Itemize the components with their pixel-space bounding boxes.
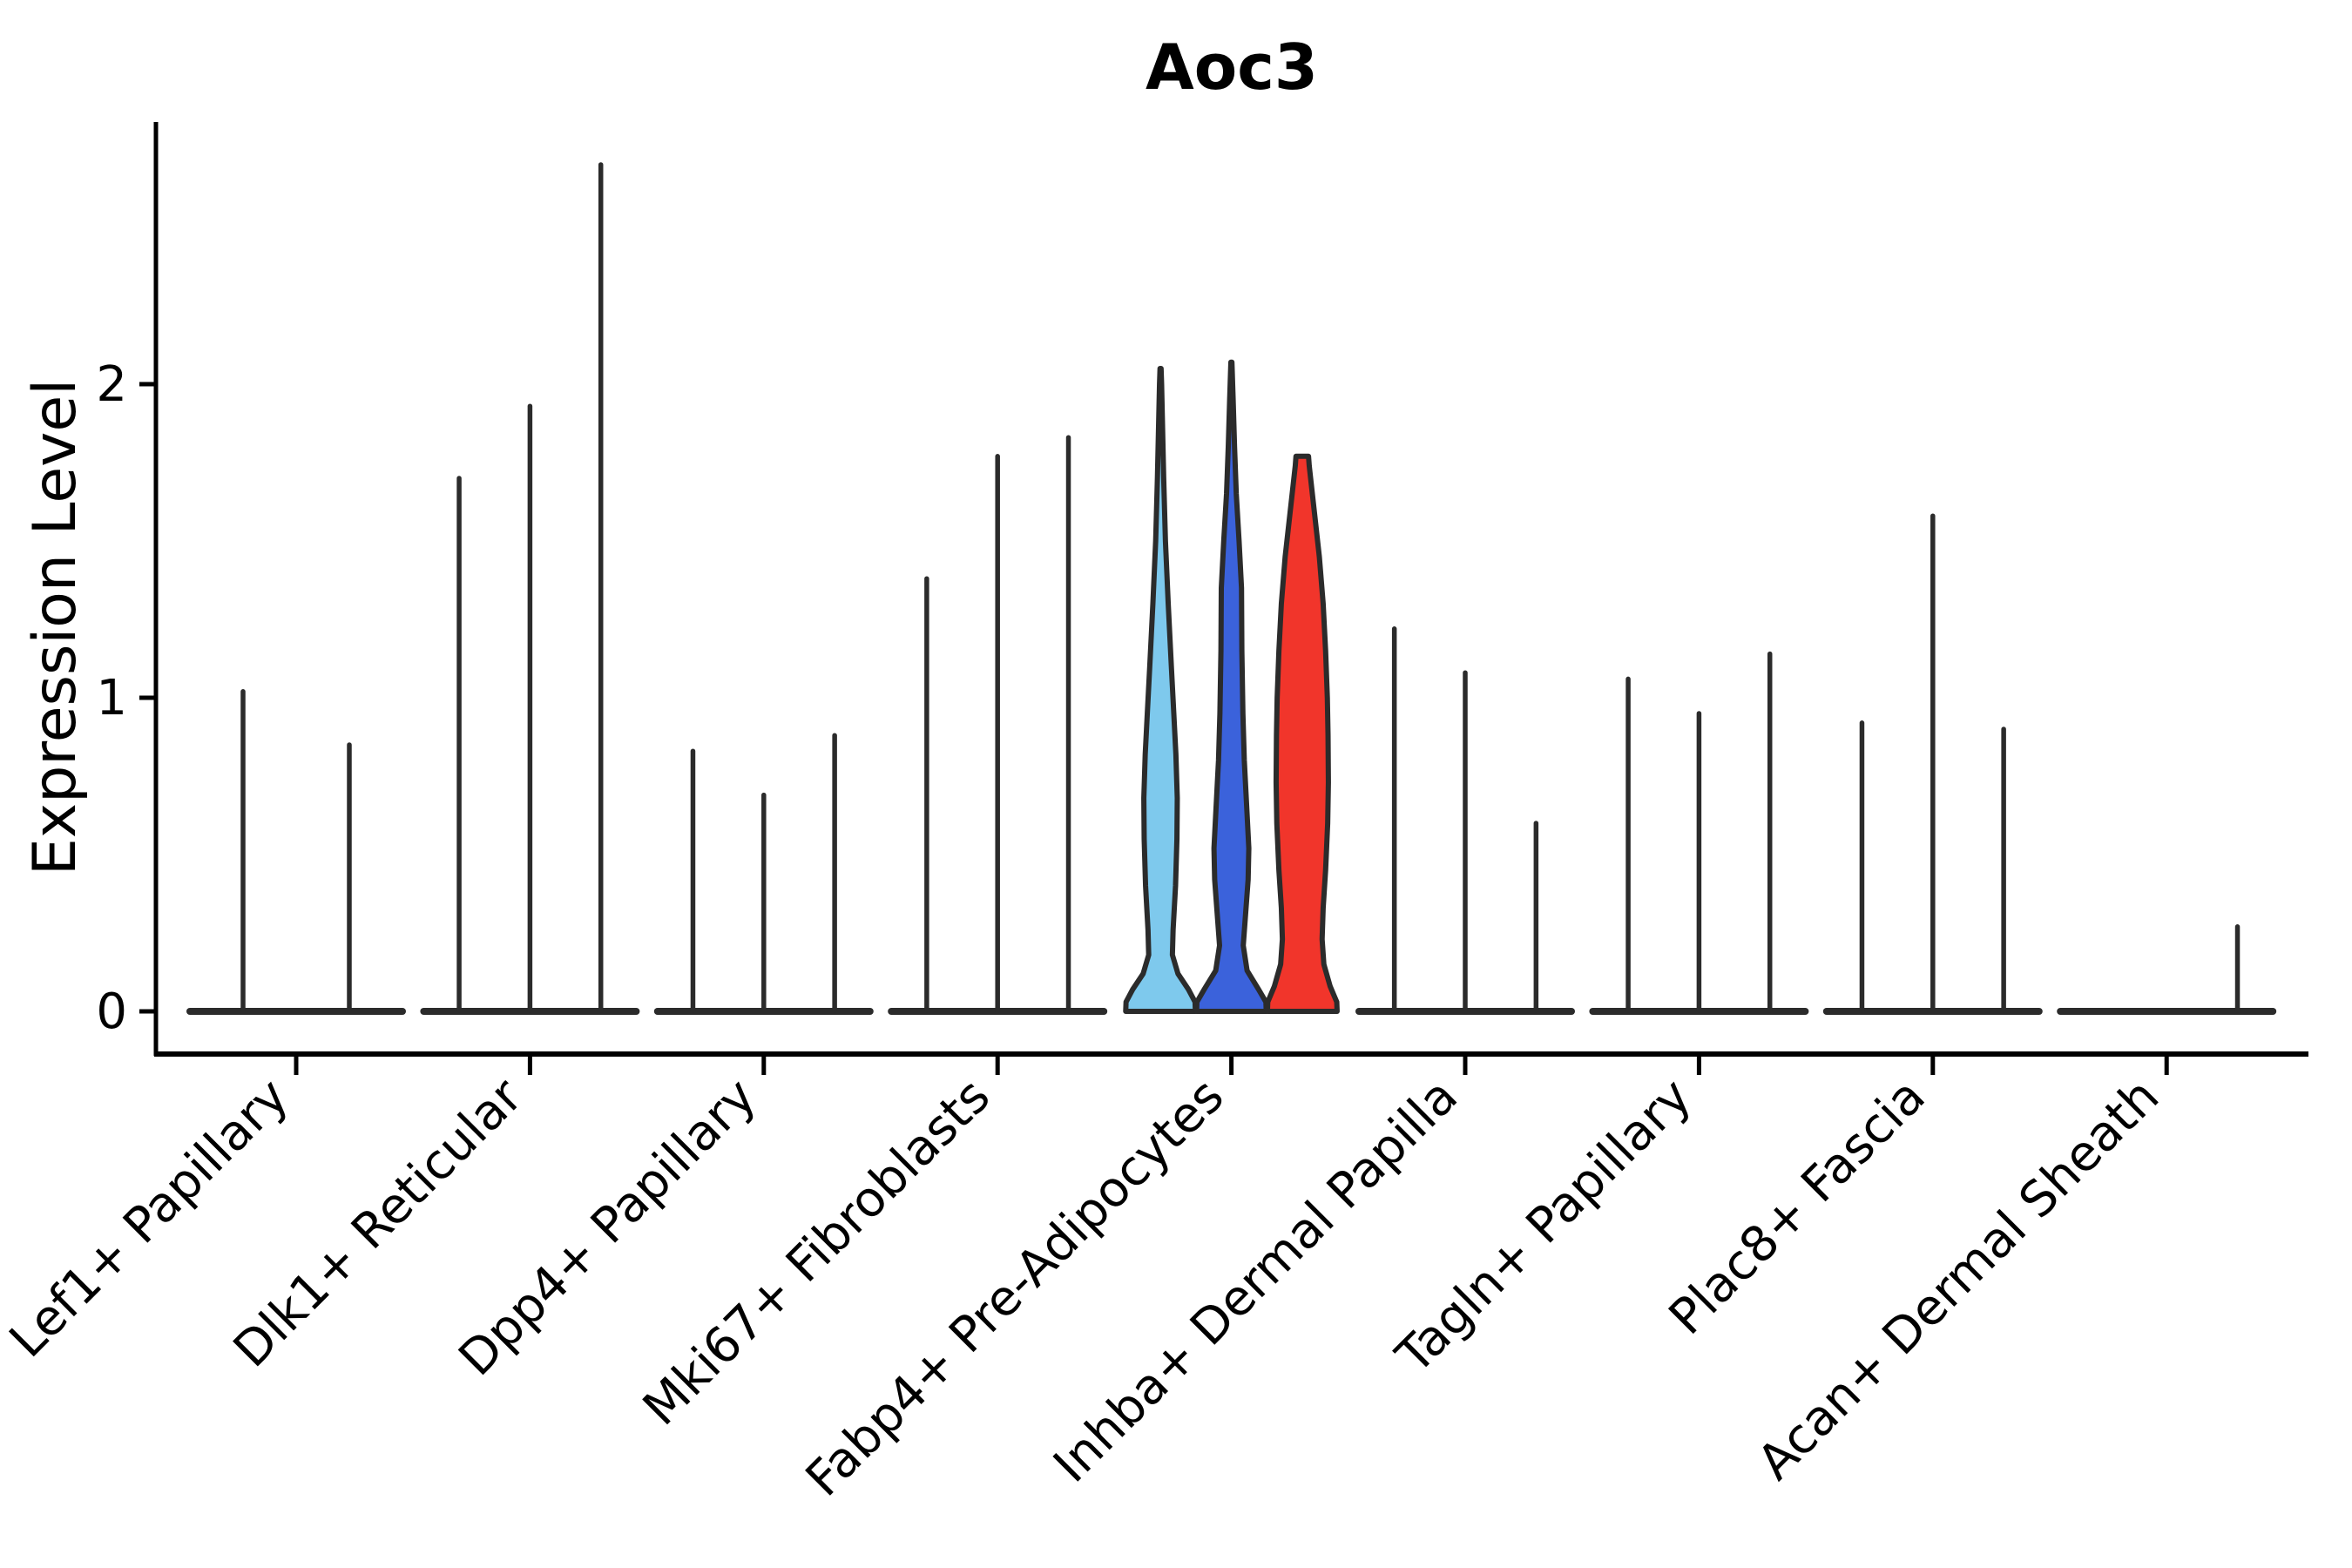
violin-body xyxy=(1264,453,1340,1014)
chart-title: Aoc3 xyxy=(1146,30,1318,104)
violin-body xyxy=(1123,366,1199,1014)
violin-body xyxy=(1193,359,1269,1014)
y-tick-label: 1 xyxy=(96,670,127,727)
y-axis-label: Expression Level xyxy=(21,379,90,875)
y-tick-label: 0 xyxy=(96,983,127,1040)
y-tick-label: 2 xyxy=(96,356,127,413)
